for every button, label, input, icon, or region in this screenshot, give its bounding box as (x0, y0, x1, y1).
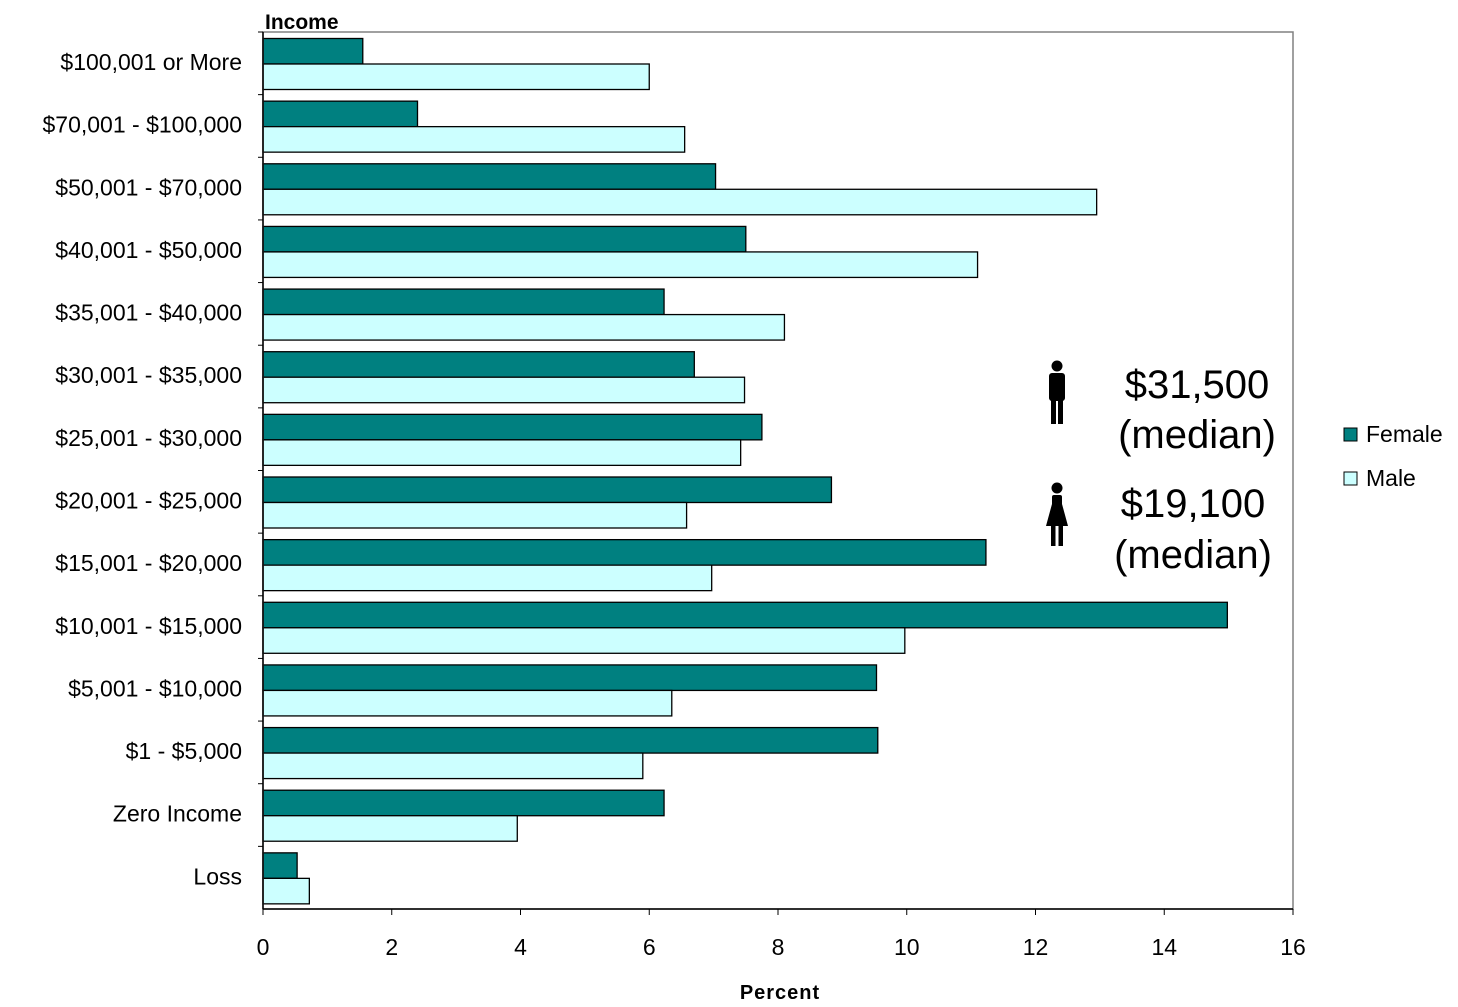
bar-female-50-001-70-000 (262, 163, 717, 190)
bar-female-5-001-10-000 (262, 664, 878, 692)
y-tick-label-loss: Loss (193, 863, 242, 889)
female-median-value: $19,100 (1121, 482, 1266, 526)
bar-male-30-001-35-000 (262, 376, 746, 404)
y-tick-label-5-001-10-000: $5,001 - $10,000 (68, 675, 242, 701)
x-tick-label-14: 14 (1151, 934, 1177, 960)
x-tick-label-8: 8 (772, 934, 785, 960)
bar-female-zero-income (262, 789, 665, 817)
x-tick-label-16: 16 (1280, 934, 1306, 960)
y-tick-label-100-001-or-more: $100,001 or More (60, 49, 242, 75)
x-tick-label-10: 10 (894, 934, 920, 960)
female-figure-icon (1046, 482, 1068, 546)
bar-female-70-001-100-000 (262, 100, 419, 128)
y-tick-label-15-001-20-000: $15,001 - $20,000 (55, 550, 242, 576)
bar-male-zero-income (262, 815, 518, 842)
male-figure-icon (1049, 360, 1065, 424)
bar-female-20-001-25-000 (262, 476, 833, 504)
y-tick-label-35-001-40-000: $35,001 - $40,000 (55, 300, 242, 326)
bar-male-40-001-50-000 (262, 251, 979, 279)
x-tick-label-2: 2 (385, 934, 398, 960)
bar-male-5-001-10-000 (262, 689, 673, 717)
y-tick-label-30-001-35-000: $30,001 - $35,000 (55, 362, 242, 388)
y-tick-label-zero-income: Zero Income (113, 801, 242, 827)
female-median-note: (median) (1114, 533, 1272, 577)
y-tick-label-40-001-50-000: $40,001 - $50,000 (55, 237, 242, 263)
bar-female-loss (262, 852, 298, 880)
bar-male-100-001-or-more (262, 63, 650, 91)
bar-female-100-001-or-more (262, 37, 364, 65)
bar-female-10-001-15-000 (262, 601, 1228, 629)
x-tick-label-0: 0 (257, 934, 270, 960)
legend-label-male: Male (1366, 465, 1416, 491)
legend-swatch-male (1343, 471, 1358, 486)
x-tick-label-4: 4 (514, 934, 527, 960)
bar-female-25-001-30-000 (262, 413, 763, 441)
bar-female-35-001-40-000 (262, 288, 665, 316)
bar-male-20-001-25-000 (262, 501, 688, 529)
y-tick-label-25-001-30-000: $25,001 - $30,000 (55, 425, 242, 451)
legend: Female Male (1343, 421, 1443, 491)
bar-female-40-001-50-000 (262, 225, 747, 253)
bar-male-loss (262, 877, 310, 905)
bar-male-35-001-40-000 (262, 313, 786, 341)
x-tick-labels: 0 2 4 6 8 10 12 14 16 (257, 909, 1306, 960)
y-axis-title: Income (265, 11, 339, 34)
bar-female-30-001-35-000 (262, 351, 695, 378)
male-median-note: (median) (1118, 413, 1276, 457)
male-median-value: $31,500 (1125, 363, 1270, 407)
bar-male-70-001-100-000 (262, 125, 686, 153)
male-median-annotation: $31,500 (median) (1049, 360, 1276, 457)
x-tick-label-12: 12 (1023, 934, 1049, 960)
bar-male-25-001-30-000 (262, 439, 742, 467)
x-tick-label-6: 6 (643, 934, 656, 960)
bars-layer (262, 37, 1228, 905)
bar-male-1-5-000 (262, 752, 644, 780)
bar-male-50-001-70-000 (262, 188, 1098, 216)
bar-male-15-001-20-000 (262, 564, 713, 592)
y-tick-label-50-001-70-000: $50,001 - $70,000 (55, 174, 242, 200)
legend-label-female: Female (1366, 421, 1443, 447)
y-tick-label-1-5-000: $1 - $5,000 (126, 738, 242, 764)
y-tick-label-70-001-100-000: $70,001 - $100,000 (42, 112, 242, 138)
y-tick-label-20-001-25-000: $20,001 - $25,000 (55, 488, 242, 514)
x-axis-title: Percent (740, 982, 820, 1002)
y-tick-labels: $100,001 or More $70,001 - $100,000 $50,00… (42, 31, 263, 889)
y-tick-label-10-001-15-000: $10,001 - $15,000 (55, 613, 242, 639)
female-median-annotation: $19,100 (median) (1046, 482, 1272, 577)
bar-female-1-5-000 (262, 726, 879, 754)
bar-female-15-001-20-000 (262, 538, 987, 566)
bar-male-10-001-15-000 (262, 627, 906, 654)
legend-swatch-female (1343, 427, 1358, 442)
